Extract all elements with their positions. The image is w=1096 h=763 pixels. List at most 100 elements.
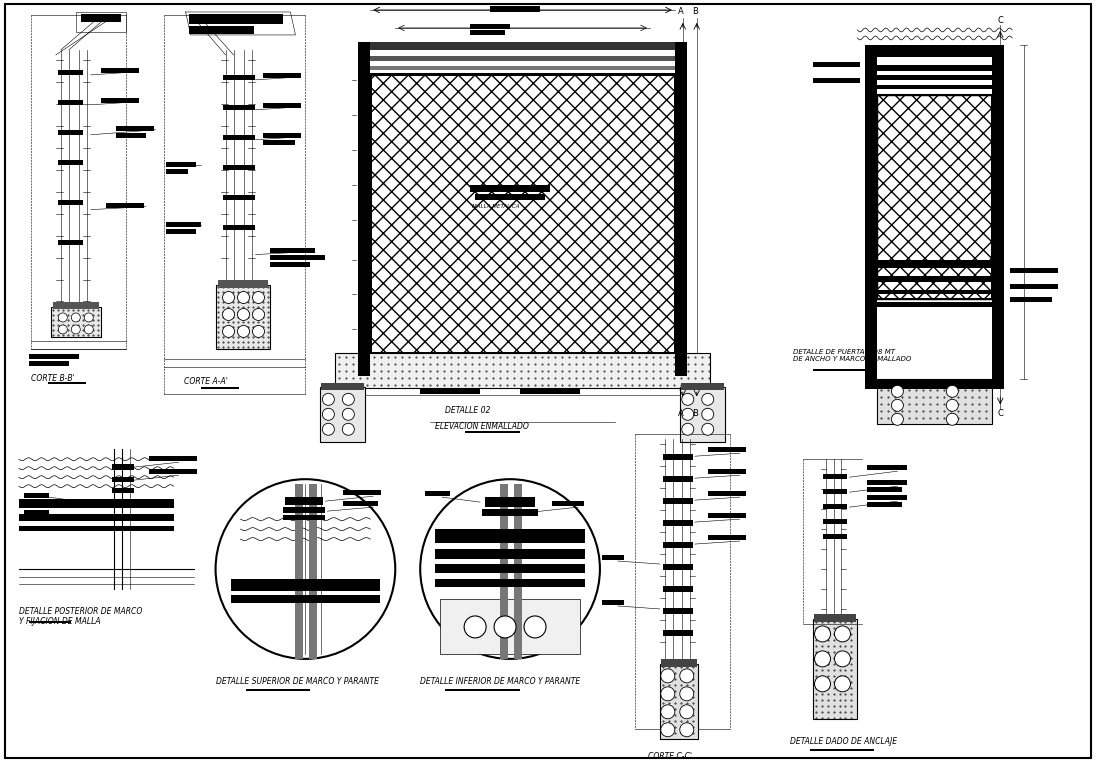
- Circle shape: [946, 385, 958, 398]
- Bar: [476, 194, 545, 200]
- Bar: [708, 469, 745, 474]
- Bar: [482, 509, 538, 516]
- Circle shape: [238, 308, 250, 320]
- Bar: [675, 42, 687, 376]
- Bar: [867, 487, 902, 492]
- Bar: [58, 130, 83, 135]
- Bar: [112, 488, 134, 493]
- Circle shape: [891, 385, 903, 398]
- Bar: [101, 98, 139, 103]
- Circle shape: [322, 408, 334, 420]
- Bar: [441, 599, 580, 654]
- Circle shape: [946, 414, 958, 425]
- Bar: [663, 542, 693, 548]
- Bar: [116, 126, 153, 130]
- Bar: [58, 200, 83, 204]
- Bar: [24, 500, 44, 505]
- Bar: [320, 388, 365, 443]
- Circle shape: [342, 423, 354, 435]
- Bar: [19, 526, 173, 531]
- Text: C: C: [997, 16, 1003, 25]
- Bar: [663, 498, 693, 504]
- Bar: [24, 510, 49, 515]
- Bar: [812, 78, 860, 83]
- Bar: [285, 497, 323, 505]
- Bar: [867, 465, 907, 470]
- Text: CORTE B-B': CORTE B-B': [31, 375, 75, 383]
- Circle shape: [222, 291, 235, 304]
- Circle shape: [680, 669, 694, 683]
- Text: DETALLE SUPERIOR DE MARCO Y PARANTE: DETALLE SUPERIOR DE MARCO Y PARANTE: [216, 677, 378, 686]
- Circle shape: [814, 626, 831, 642]
- Bar: [230, 595, 380, 603]
- Text: DETALLE 02: DETALLE 02: [445, 406, 491, 415]
- Text: CORTE C-C': CORTE C-C': [648, 752, 692, 761]
- Bar: [116, 133, 146, 138]
- Bar: [470, 185, 550, 192]
- Circle shape: [680, 687, 694, 700]
- Bar: [866, 379, 1004, 389]
- Circle shape: [252, 308, 264, 320]
- Bar: [1011, 268, 1058, 272]
- Bar: [602, 555, 624, 560]
- Bar: [101, 68, 139, 73]
- Text: DETALLE DADO DE ANCLAJE: DETALLE DADO DE ANCLAJE: [789, 737, 897, 745]
- Bar: [866, 289, 1004, 295]
- Bar: [465, 431, 520, 433]
- Bar: [866, 45, 1004, 57]
- Bar: [271, 247, 316, 253]
- Circle shape: [58, 313, 67, 322]
- Circle shape: [891, 399, 903, 411]
- Bar: [661, 659, 697, 667]
- Bar: [708, 447, 745, 452]
- Bar: [335, 581, 365, 586]
- Bar: [663, 630, 693, 636]
- Bar: [189, 26, 253, 34]
- Bar: [58, 100, 83, 105]
- Bar: [48, 382, 85, 385]
- Circle shape: [464, 616, 487, 638]
- Bar: [28, 621, 71, 623]
- Bar: [867, 502, 902, 507]
- Bar: [53, 302, 99, 310]
- Circle shape: [84, 325, 93, 334]
- Bar: [822, 504, 847, 509]
- Text: A: A: [677, 409, 684, 418]
- Bar: [165, 162, 195, 166]
- Bar: [878, 379, 992, 424]
- Bar: [222, 105, 254, 110]
- Bar: [663, 476, 693, 482]
- Bar: [165, 169, 187, 174]
- Text: ELEVACION ENMALLADO: ELEVACION ENMALLADO: [435, 422, 529, 431]
- Circle shape: [420, 479, 600, 659]
- Circle shape: [342, 394, 354, 405]
- Circle shape: [216, 479, 396, 659]
- Circle shape: [661, 705, 675, 719]
- Bar: [663, 520, 693, 526]
- Bar: [370, 66, 675, 70]
- Bar: [58, 70, 83, 75]
- Circle shape: [84, 313, 93, 322]
- Bar: [58, 159, 83, 165]
- Bar: [189, 14, 284, 24]
- Bar: [812, 62, 860, 67]
- Text: B: B: [692, 7, 698, 16]
- Bar: [866, 85, 1004, 89]
- Circle shape: [524, 616, 546, 638]
- Circle shape: [494, 616, 516, 638]
- Circle shape: [238, 291, 250, 304]
- Bar: [218, 279, 269, 288]
- Bar: [343, 490, 381, 495]
- Bar: [866, 45, 878, 379]
- Bar: [271, 262, 310, 266]
- Bar: [222, 75, 254, 80]
- Bar: [866, 65, 1004, 71]
- Bar: [50, 307, 101, 337]
- Bar: [813, 614, 856, 622]
- Bar: [105, 203, 144, 208]
- Circle shape: [322, 423, 334, 435]
- Bar: [149, 456, 196, 461]
- Bar: [822, 489, 847, 494]
- Bar: [370, 42, 675, 50]
- Text: DETALLE DE PUERTA 0.98 MT
DE ANCHO Y MARCO ENMALLADO: DETALLE DE PUERTA 0.98 MT DE ANCHO Y MAR…: [792, 349, 911, 362]
